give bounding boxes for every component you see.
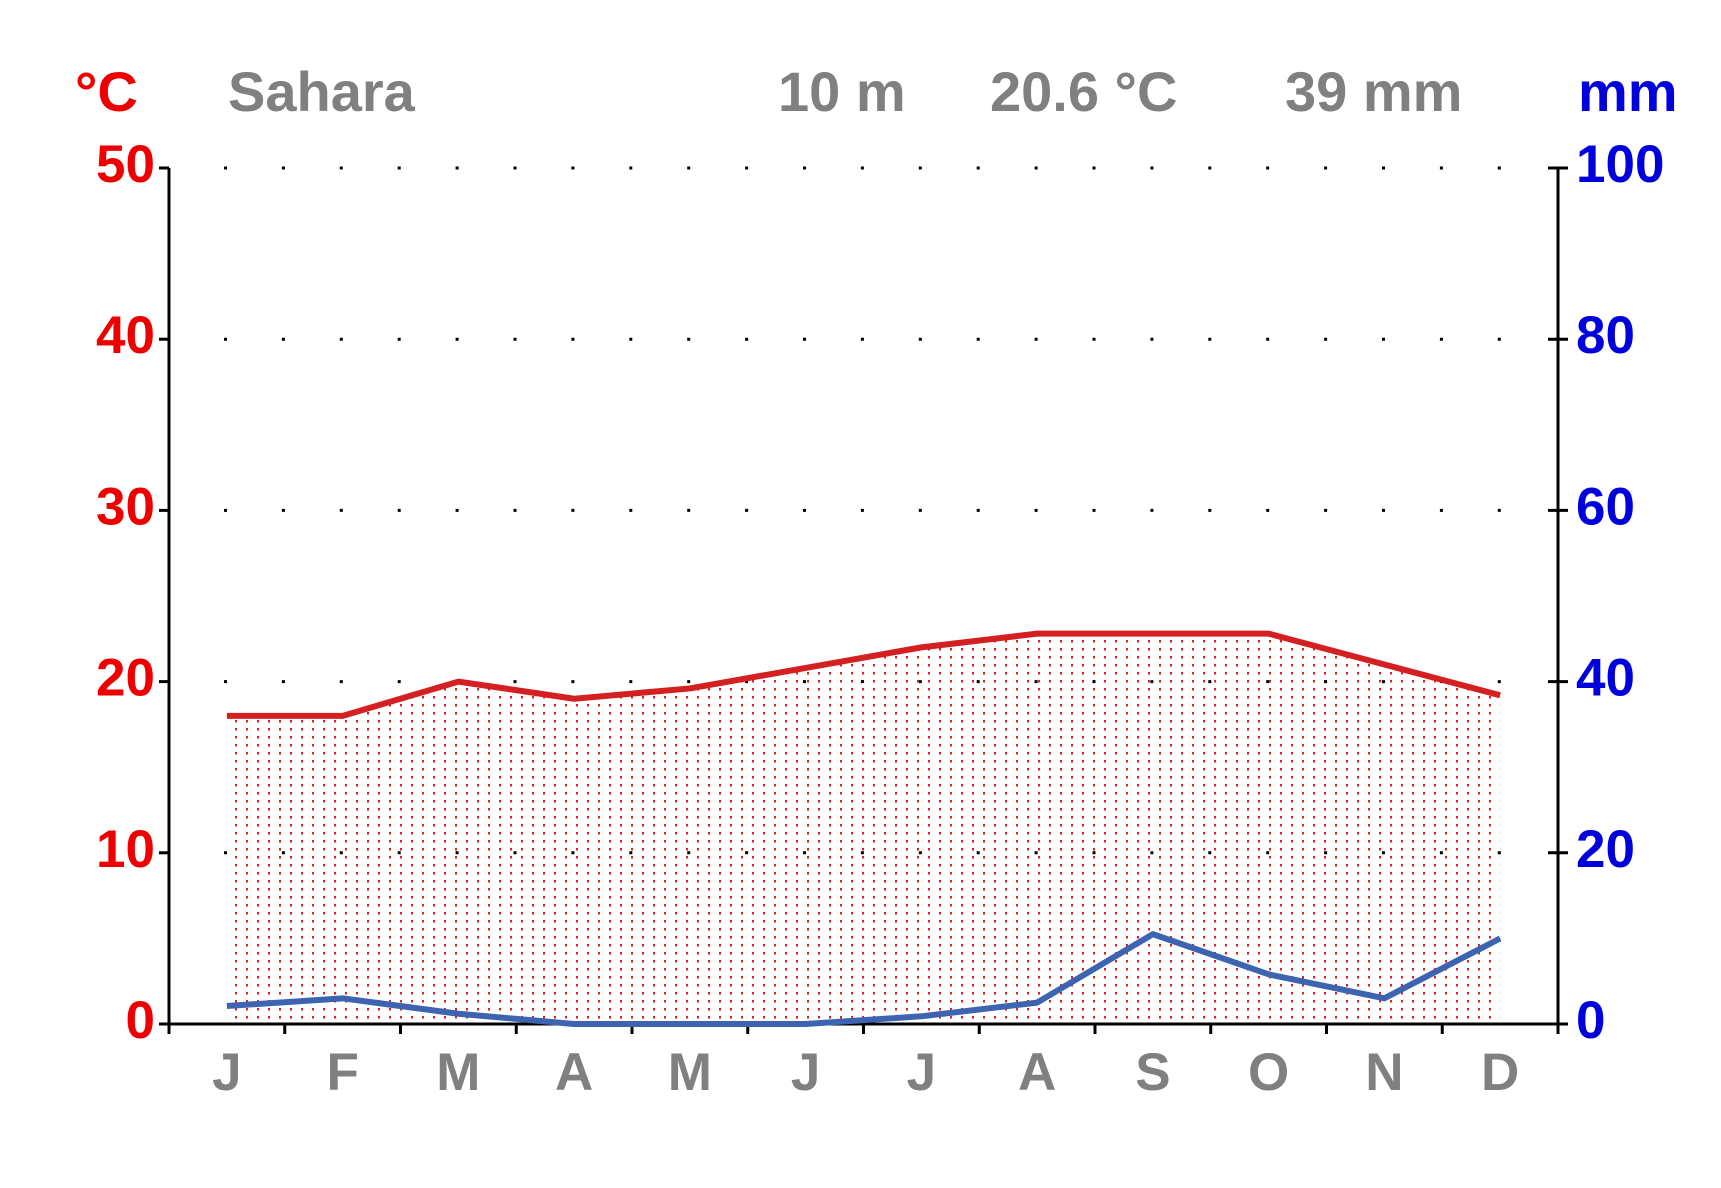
precipitation-line — [226, 931, 1502, 1027]
x-tick-label: J — [791, 1043, 820, 1102]
y-tick-label: 30 — [96, 477, 155, 536]
x-tick-label: M — [436, 1043, 480, 1102]
x-tick-label: A — [1018, 1043, 1056, 1102]
y2-axis-label: mm — [1578, 60, 1678, 123]
annual-precipitation: 39 mm — [1285, 60, 1462, 123]
y-tick-label: 0 — [126, 991, 155, 1050]
x-tick-label: S — [1135, 1043, 1170, 1102]
y2-tick-label: 100 — [1576, 135, 1664, 194]
y2-tick-label: 40 — [1576, 649, 1635, 708]
x-tick-label: N — [1365, 1043, 1403, 1102]
x-tick-label: A — [555, 1043, 593, 1102]
x-tick-label: M — [668, 1043, 712, 1102]
y2-tick-label: 0 — [1576, 991, 1605, 1050]
y2-tick-label: 20 — [1576, 820, 1635, 879]
mean-temperature: 20.6 °C — [990, 60, 1177, 123]
temperature-line — [226, 630, 1501, 719]
y-axis-label: °C — [75, 60, 138, 123]
x-tick-label: O — [1248, 1043, 1289, 1102]
x-tick-label: J — [212, 1043, 241, 1102]
y-tick-label: 10 — [96, 820, 155, 879]
elevation: 10 m — [778, 60, 906, 123]
y-tick-label: 50 — [96, 135, 155, 194]
y-tick-label: 20 — [96, 649, 155, 708]
y2-tick-label: 80 — [1576, 306, 1635, 365]
y2-tick-label: 60 — [1576, 477, 1635, 536]
y-tick-label: 40 — [96, 306, 155, 365]
x-tick-label: J — [907, 1043, 936, 1102]
chart-title: Sahara — [228, 60, 416, 123]
temperature-area — [226, 633, 1501, 1024]
x-tick-label: D — [1481, 1043, 1519, 1102]
x-tick-label: F — [326, 1043, 358, 1102]
